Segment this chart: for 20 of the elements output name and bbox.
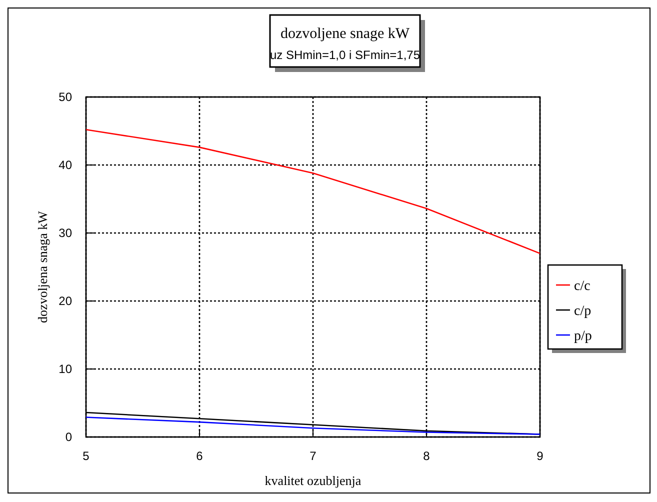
x-tick-label: 8 — [423, 449, 430, 463]
legend-label: p/p — [574, 329, 592, 344]
chart-title: dozvoljene snage kW — [280, 26, 410, 42]
y-tick-label: 20 — [58, 294, 72, 308]
x-tick-label: 9 — [536, 449, 544, 463]
line-series — [86, 128, 540, 254]
y-tick-label: 30 — [58, 226, 72, 240]
y-tick-label: 50 — [58, 90, 72, 104]
x-tick-label: 5 — [82, 449, 90, 463]
legend-label: c/p — [574, 304, 592, 319]
x-tick-label: 6 — [196, 449, 204, 463]
legend-label: c/c — [574, 279, 590, 294]
y-tick-label: 0 — [65, 430, 72, 444]
y-axis-title: dozvoljena snaga kW — [35, 210, 50, 323]
x-axis-title: kvalitet ozubljenja — [264, 473, 362, 488]
x-tick-label: 7 — [310, 449, 317, 463]
y-tick-label: 10 — [58, 362, 72, 376]
y-tick-label: 40 — [58, 158, 72, 172]
chart-subtitle: uz SHmin=1,0 i SFmin=1,75 — [270, 48, 420, 62]
line-series — [86, 416, 540, 435]
